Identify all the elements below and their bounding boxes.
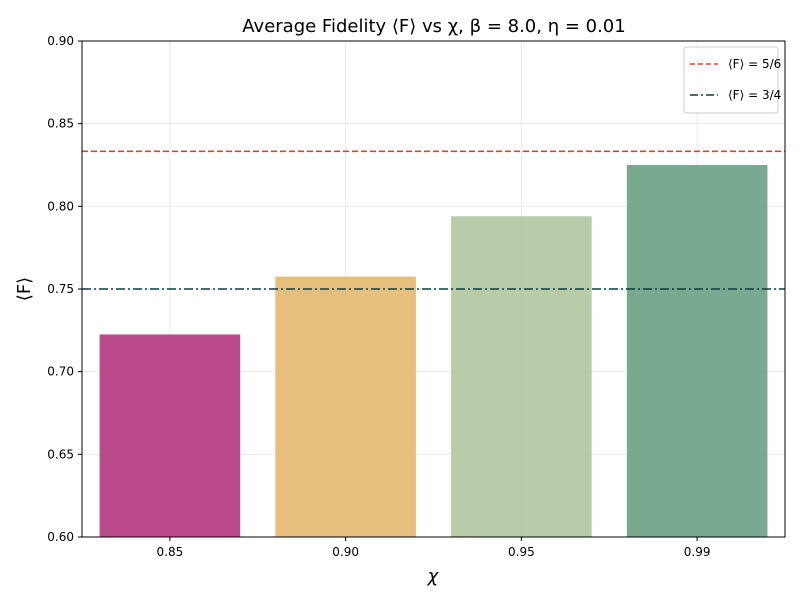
y-tick-label: 0.65: [47, 447, 74, 461]
reference-lines: [82, 150, 785, 290]
bar-0.90: [275, 276, 416, 537]
x-axis-label: χ: [427, 566, 440, 587]
chart-title: Average Fidelity ⟨F⟩ vs χ, β = 8.0, η = …: [242, 16, 625, 37]
y-axis-ticks: 0.60 0.65 0.70 0.75 0.80 0.85 0.90: [47, 34, 82, 544]
x-tick-label: 0.90: [332, 545, 359, 559]
y-tick-label: 0.70: [47, 365, 74, 379]
x-tick-label: 0.85: [157, 545, 184, 559]
y-tick-label: 0.85: [47, 117, 74, 131]
x-tick-label: 0.95: [508, 545, 535, 559]
x-axis-ticks: 0.85 0.90 0.95 0.99: [157, 537, 711, 559]
y-axis-label: ⟨F⟩: [14, 277, 35, 301]
bar-0.99: [626, 165, 768, 537]
bar-0.85: [99, 334, 241, 537]
legend-label-3-4: ⟨F⟩ = 3/4: [728, 88, 781, 102]
y-tick-label: 0.75: [47, 282, 74, 296]
y-tick-label: 0.60: [47, 530, 74, 544]
bars: [99, 165, 768, 537]
y-tick-label: 0.90: [47, 34, 74, 48]
legend: ⟨F⟩ = 5/6 ⟨F⟩ = 3/4: [683, 46, 781, 114]
bar-0.95: [451, 216, 592, 537]
legend-label-5-6: ⟨F⟩ = 5/6: [728, 57, 781, 71]
x-tick-label: 0.99: [684, 545, 711, 559]
y-tick-label: 0.80: [47, 199, 74, 213]
